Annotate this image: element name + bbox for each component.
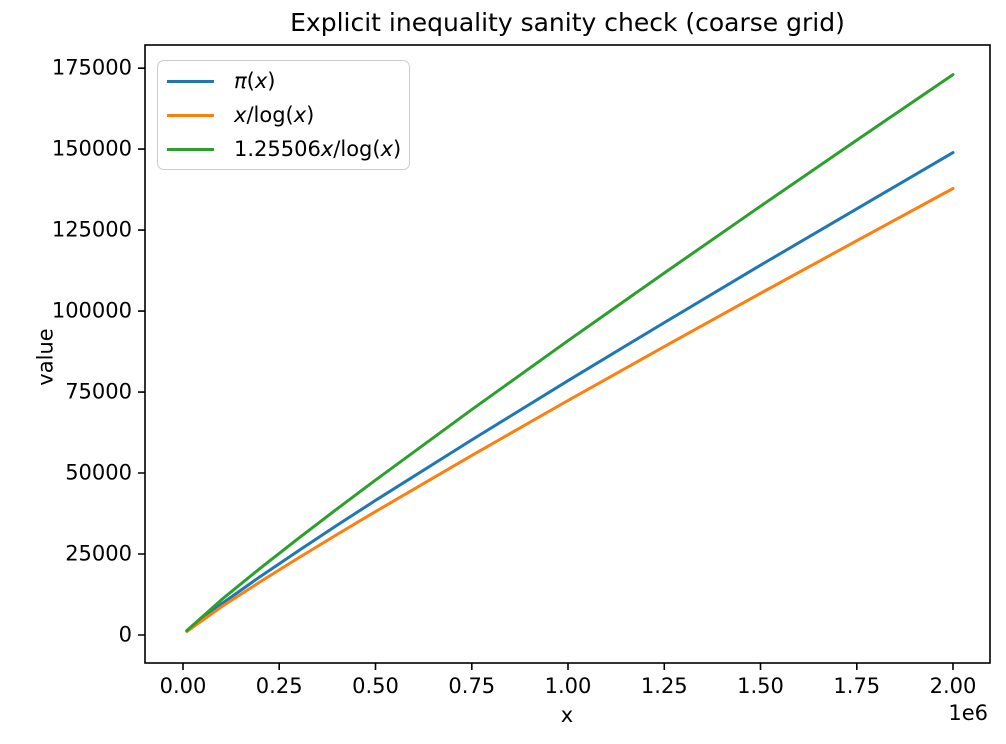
chart-title: Explicit inequality sanity check (coarse… — [290, 8, 845, 37]
x-tick-label: 0.25 — [255, 674, 303, 698]
y-tick-label: 150000 — [51, 136, 132, 161]
tick-marks — [138, 67, 954, 670]
x-tick-label: 1.25 — [640, 674, 688, 698]
x-tick-label: 0.50 — [352, 674, 399, 698]
legend-entry-label: x/log(x) — [234, 102, 315, 127]
legend-line-sample-scaled-xlogx — [167, 147, 214, 151]
series-line-0 — [185, 151, 955, 633]
x-tick-label: 2.00 — [929, 674, 977, 698]
series-line-1 — [185, 187, 955, 633]
y-tick-label: 175000 — [51, 55, 132, 80]
y-tick-label: 25000 — [65, 541, 132, 566]
y-tick-label: 75000 — [65, 379, 132, 404]
legend-entry-label: 1.25506x/log(x) — [234, 136, 402, 161]
y-tick-label: 125000 — [51, 217, 132, 242]
legend-entry: 1.25506x/log(x) — [158, 132, 409, 166]
legend: π(x) x/log(x) 1.25506x/log(x) — [157, 60, 410, 170]
y-tick-label: 100000 — [51, 298, 132, 323]
y-tick-label: 0 — [118, 622, 132, 647]
x-tick-label: 0.75 — [448, 674, 496, 698]
x-tick-label: 1.50 — [737, 674, 784, 698]
y-axis-label: value — [33, 328, 58, 386]
legend-entry: x/log(x) — [158, 98, 409, 132]
x-axis-offset-text: 1e6 — [948, 701, 988, 725]
x-axis-label: x — [560, 703, 574, 727]
legend-line-sample-xlogx — [167, 113, 214, 117]
legend-entry: π(x) — [158, 64, 409, 98]
series-line-2 — [185, 73, 955, 633]
y-tick-label: 50000 — [65, 460, 132, 485]
x-tick-label: 0.00 — [159, 674, 207, 698]
legend-line-sample-pi — [167, 79, 214, 83]
x-tick-label: 1.00 — [544, 674, 592, 698]
x-tick-label: 1.75 — [833, 674, 881, 698]
legend-entry-label: π(x) — [234, 68, 276, 93]
